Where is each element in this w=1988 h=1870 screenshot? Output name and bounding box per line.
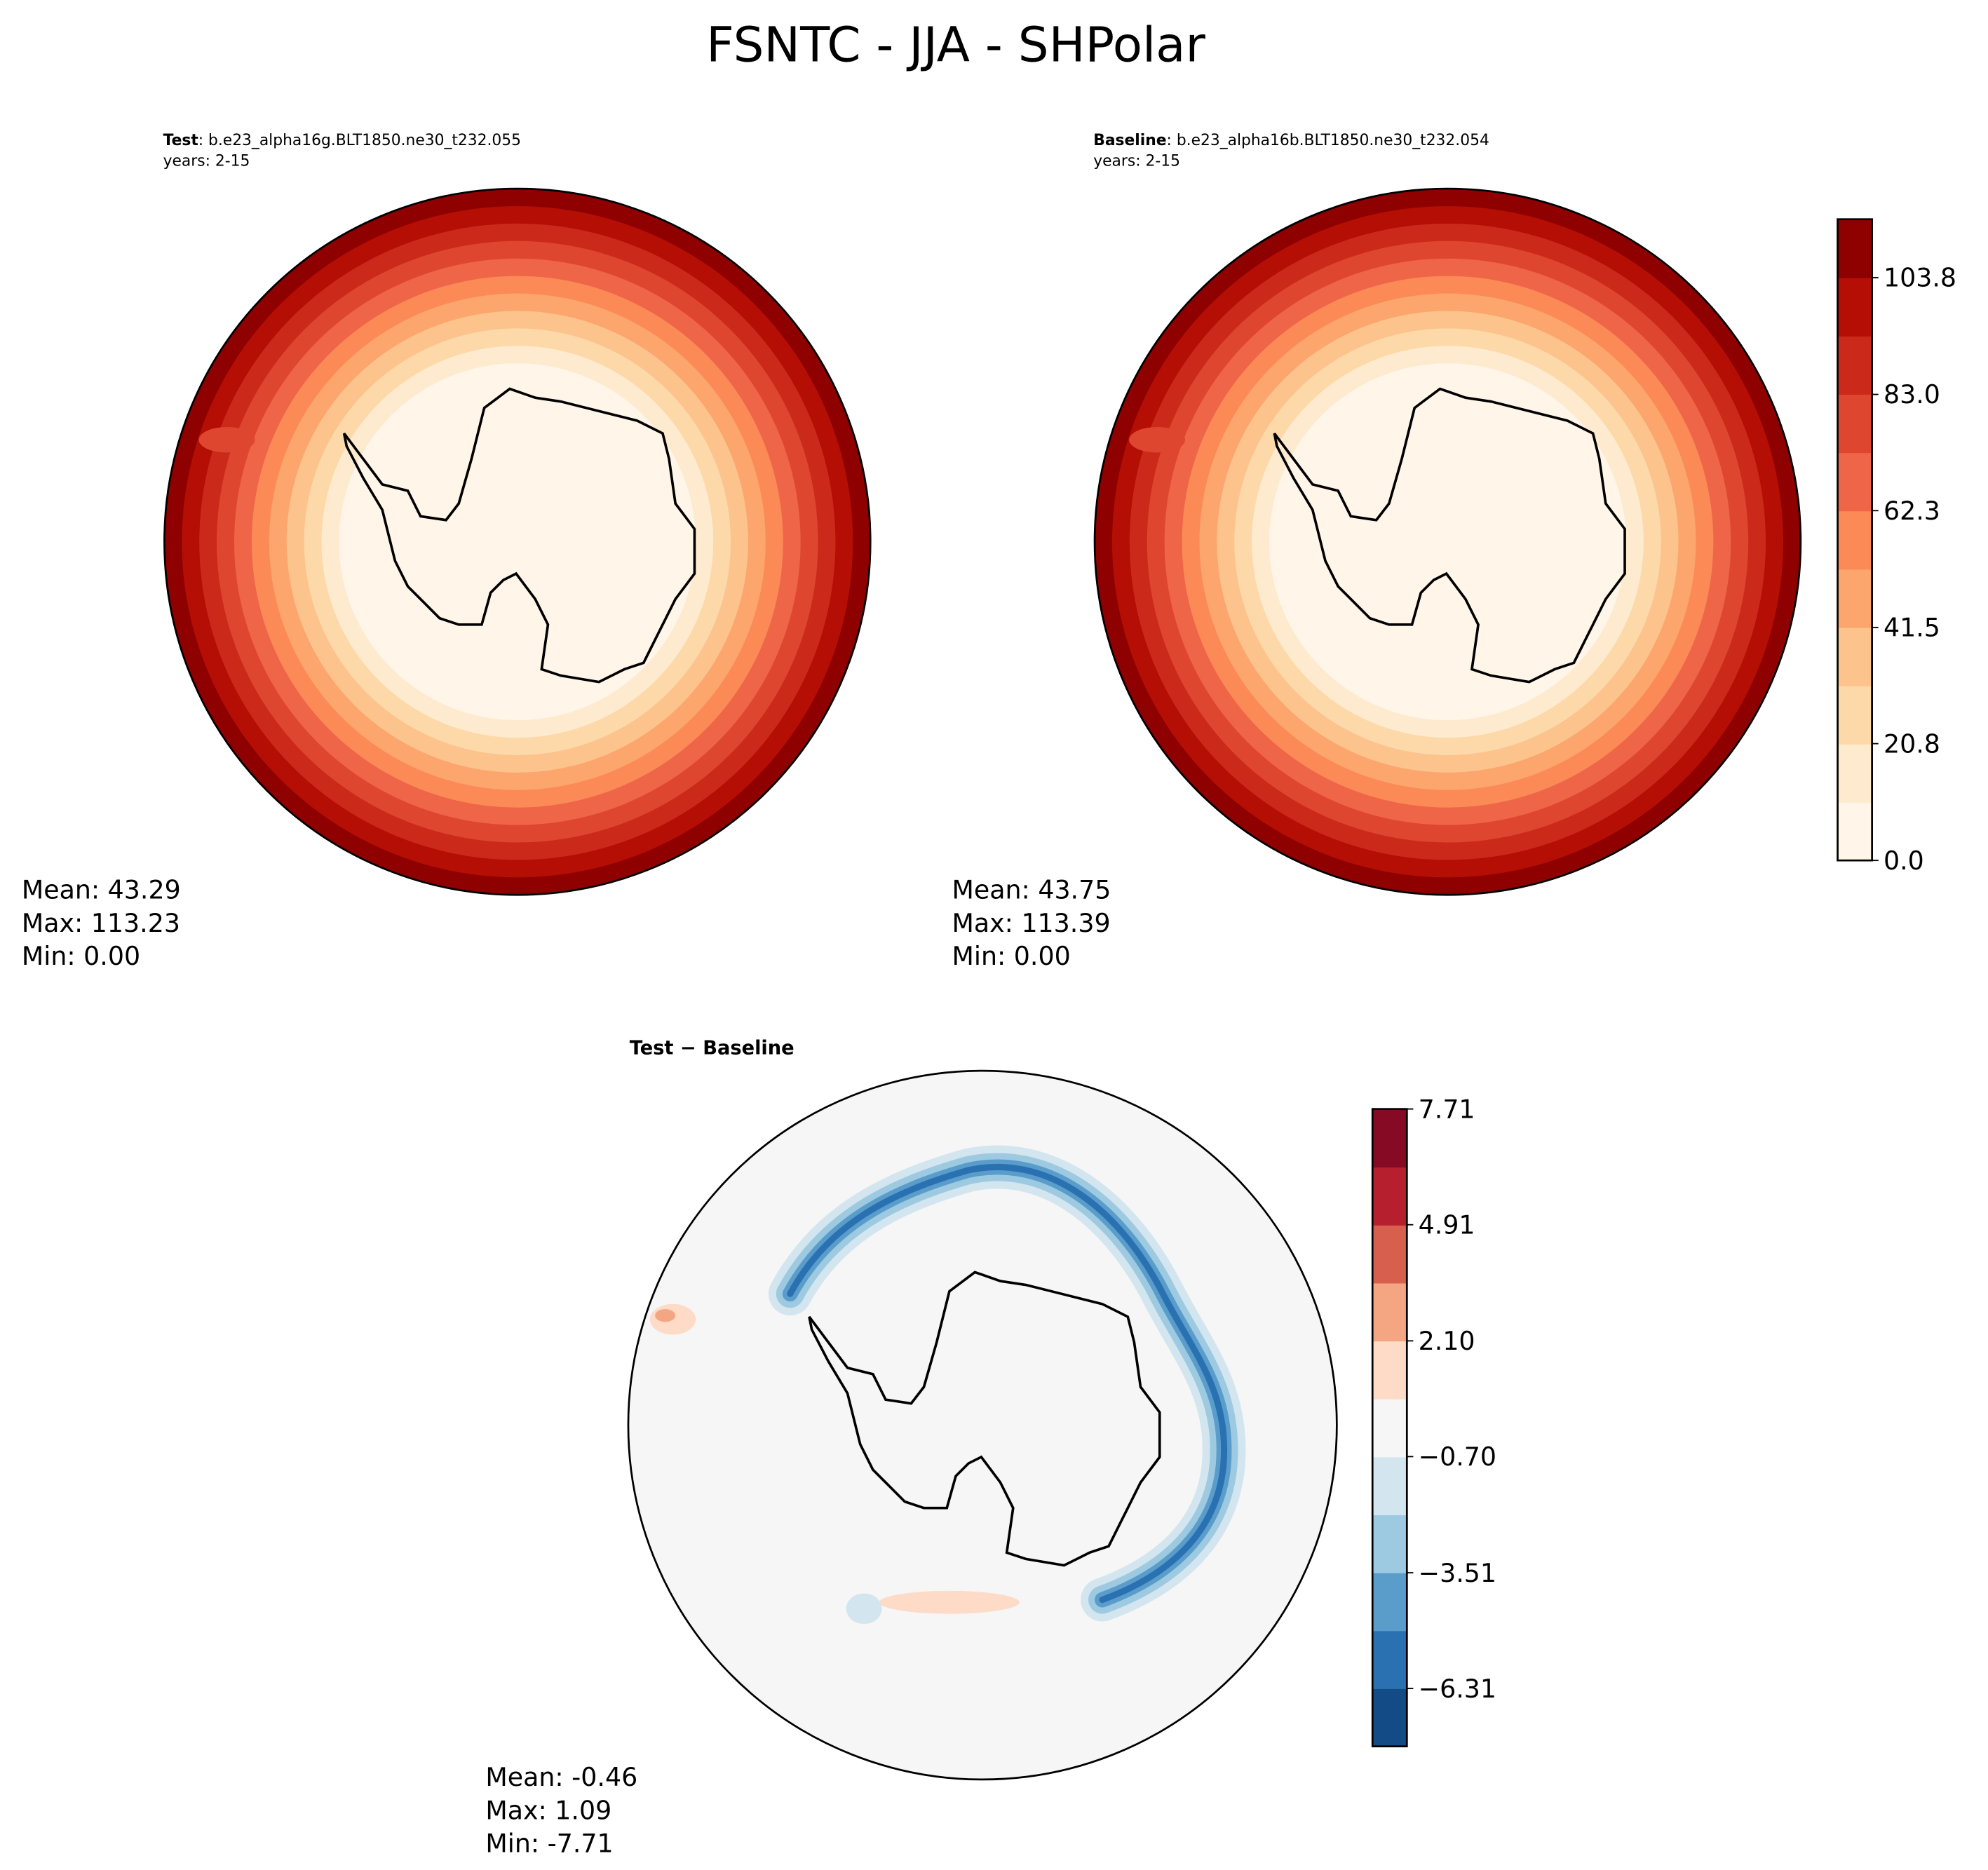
panel-years: years: 2-15 bbox=[163, 152, 250, 170]
colorbar-band bbox=[1372, 1688, 1407, 1747]
colorbar-band bbox=[1837, 277, 1872, 337]
colorbar-tick-label: 41.5 bbox=[1884, 613, 1940, 643]
contour-band bbox=[198, 427, 255, 453]
stat: Max: 113.23 bbox=[22, 908, 180, 938]
panel-years: years: 2-15 bbox=[1093, 152, 1180, 170]
stat: Max: 113.39 bbox=[952, 908, 1111, 938]
colorbar-tick-label: 2.10 bbox=[1419, 1326, 1475, 1356]
stat: Min: -7.71 bbox=[485, 1829, 613, 1859]
colorbar-tick-label: −6.31 bbox=[1419, 1674, 1496, 1704]
coastline bbox=[342, 387, 696, 684]
stat: Min: 0.00 bbox=[22, 941, 140, 971]
colorbar-band bbox=[1837, 452, 1872, 512]
colorbar-tick-label: −3.51 bbox=[1419, 1558, 1496, 1588]
colorbar-band bbox=[1837, 627, 1872, 686]
colorbar-band bbox=[1837, 743, 1872, 803]
colorbar-tick-label: 4.91 bbox=[1419, 1210, 1475, 1240]
colorbar-band bbox=[1372, 1398, 1407, 1458]
colorbar-band bbox=[1837, 335, 1872, 395]
colorbar-band bbox=[1837, 394, 1872, 454]
map-boundary bbox=[1093, 187, 1802, 896]
colorbar-band bbox=[1372, 1167, 1407, 1226]
map-boundary bbox=[627, 1069, 1338, 1781]
panel-header: Test: b.e23_alpha16g.BLT1850.ne30_t232.0… bbox=[163, 132, 521, 149]
contour-band bbox=[1129, 427, 1186, 453]
colorbar-frame bbox=[1371, 1108, 1408, 1748]
colorbar-band bbox=[1837, 802, 1872, 862]
colorbar-band bbox=[1372, 1282, 1407, 1342]
colorbar-band bbox=[1372, 1572, 1407, 1632]
colorbar-tick-label: −0.70 bbox=[1419, 1442, 1496, 1472]
panel-case: : b.e23_alpha16g.BLT1850.ne30_t232.055 bbox=[198, 132, 521, 149]
panel-case: : b.e23_alpha16b.BLT1850.ne30_t232.054 bbox=[1167, 132, 1489, 149]
stat: Mean: 43.75 bbox=[952, 875, 1111, 905]
colorbar-tick-label: 62.3 bbox=[1884, 496, 1940, 526]
coastline bbox=[808, 1271, 1161, 1567]
stat: Mean: -0.46 bbox=[485, 1762, 637, 1792]
colorbar-band bbox=[1372, 1224, 1407, 1284]
colorbar-band bbox=[1837, 685, 1872, 745]
panel-header: Baseline: b.e23_alpha16b.BLT1850.ne30_t2… bbox=[1093, 132, 1489, 149]
colorbar-band bbox=[1372, 1109, 1407, 1168]
colorbar-band bbox=[1837, 569, 1872, 628]
stat: Mean: 43.29 bbox=[22, 875, 181, 905]
colorbar-tick-label: 83.0 bbox=[1884, 379, 1940, 409]
colorbar-band bbox=[1837, 219, 1872, 278]
colorbar-tick-label: 7.71 bbox=[1419, 1094, 1475, 1124]
stat: Max: 1.09 bbox=[485, 1795, 611, 1825]
contour-band bbox=[1269, 363, 1626, 721]
contour-band bbox=[339, 363, 696, 721]
contour-band bbox=[879, 1590, 1020, 1614]
map-boundary bbox=[163, 187, 872, 896]
coastline bbox=[1273, 387, 1626, 684]
colorbar-frame bbox=[1837, 218, 1873, 862]
contour-band bbox=[655, 1309, 676, 1322]
colorbar-band bbox=[1372, 1515, 1407, 1573]
colorbar-tick-label: 20.8 bbox=[1884, 729, 1940, 759]
contour-band bbox=[787, 1164, 1228, 1604]
colorbar-tick-label: 103.8 bbox=[1884, 263, 1956, 293]
contour-band bbox=[846, 1593, 882, 1625]
figure-title: FSNTC - JJA - SHPolar bbox=[706, 17, 1205, 73]
colorbar-tick-label: 0.0 bbox=[1884, 846, 1924, 876]
colorbar-band bbox=[1372, 1456, 1407, 1516]
colorbar-band bbox=[1837, 510, 1872, 570]
panel-label: Test − Baseline bbox=[630, 1037, 794, 1059]
panel-label: Baseline bbox=[1093, 132, 1166, 149]
colorbar-band bbox=[1372, 1630, 1407, 1689]
panel-label: Test bbox=[163, 132, 198, 149]
stat: Min: 0.00 bbox=[952, 941, 1071, 971]
colorbar-band bbox=[1372, 1341, 1407, 1400]
